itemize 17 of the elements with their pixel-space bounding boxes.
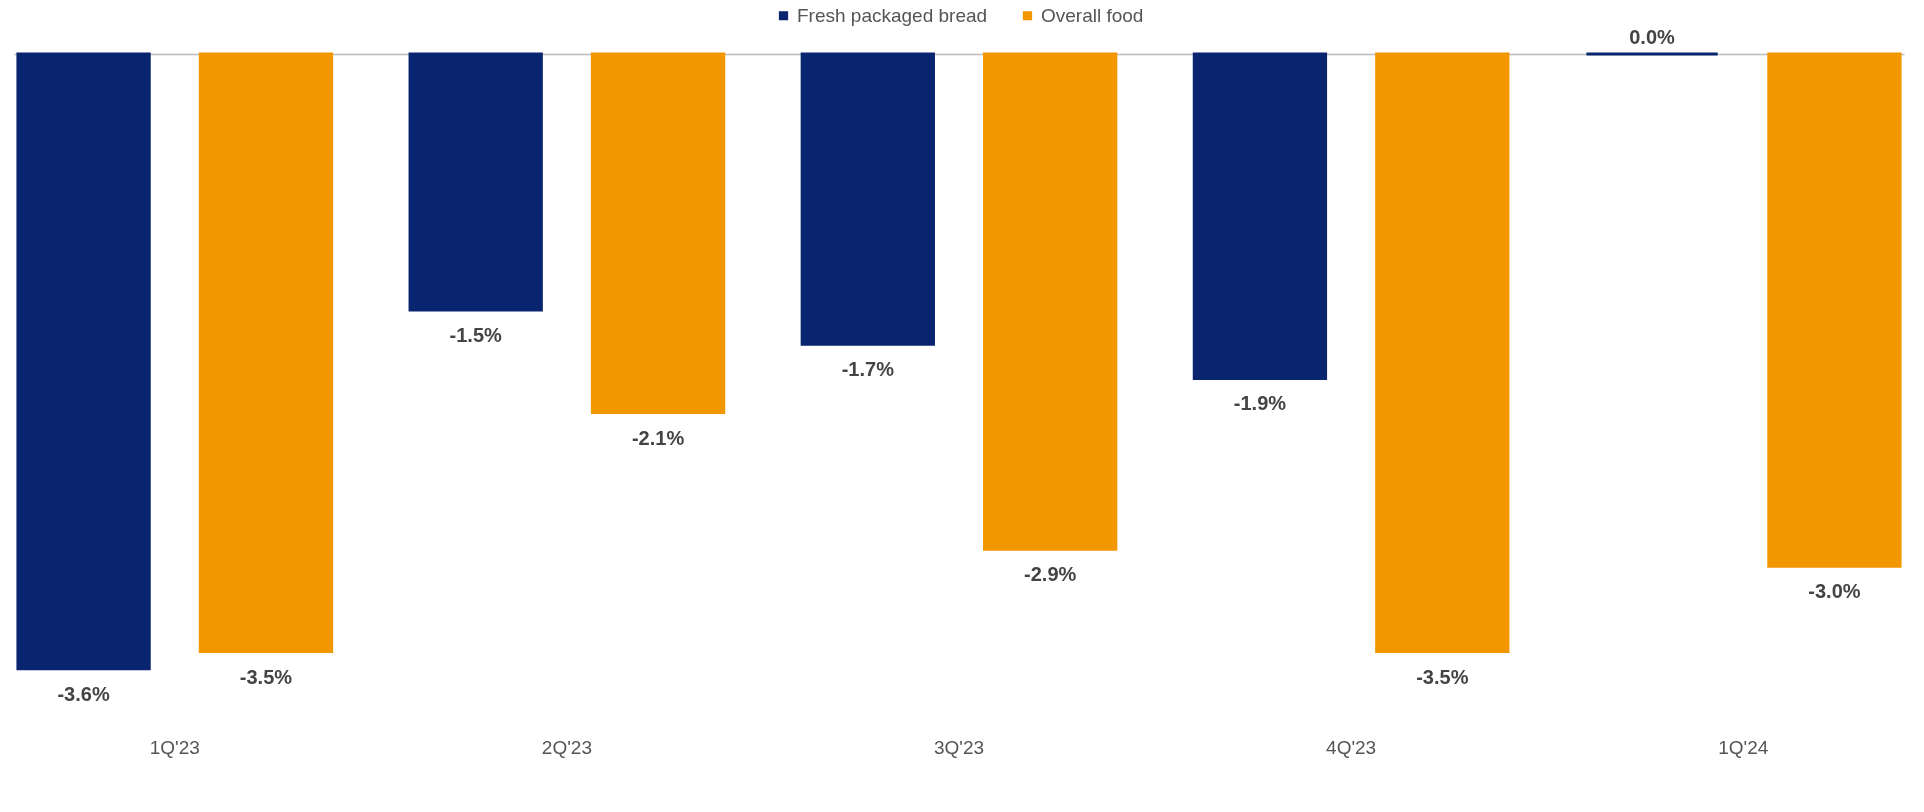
data-label: -1.9% [1233,392,1287,415]
x-tick-label: 4Q'23 [1326,736,1377,758]
data-label: -3.5% [239,665,293,688]
x-tick-label: 1Q'23 [149,736,200,758]
data-label: -1.5% [449,324,503,347]
data-label: -3.0% [1808,580,1861,603]
data-label: -2.1% [631,426,685,449]
data-label: -1.7% [841,358,895,381]
legend-label: Fresh packaged bread [797,4,988,26]
x-tick-label: 3Q'23 [933,736,985,758]
data-label: -3.6% [57,682,110,705]
data-label: -2.9% [1024,563,1077,586]
legend-label: Overall food [1041,4,1144,26]
x-tick-label: 1Q'24 [1718,736,1769,758]
data-label: 0.0% [1629,26,1676,48]
data-label: -3.5% [1416,665,1469,688]
x-tick-label: 2Q'23 [541,736,592,758]
